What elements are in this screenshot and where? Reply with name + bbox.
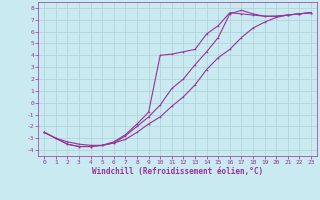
X-axis label: Windchill (Refroidissement éolien,°C): Windchill (Refroidissement éolien,°C) [92, 167, 263, 176]
